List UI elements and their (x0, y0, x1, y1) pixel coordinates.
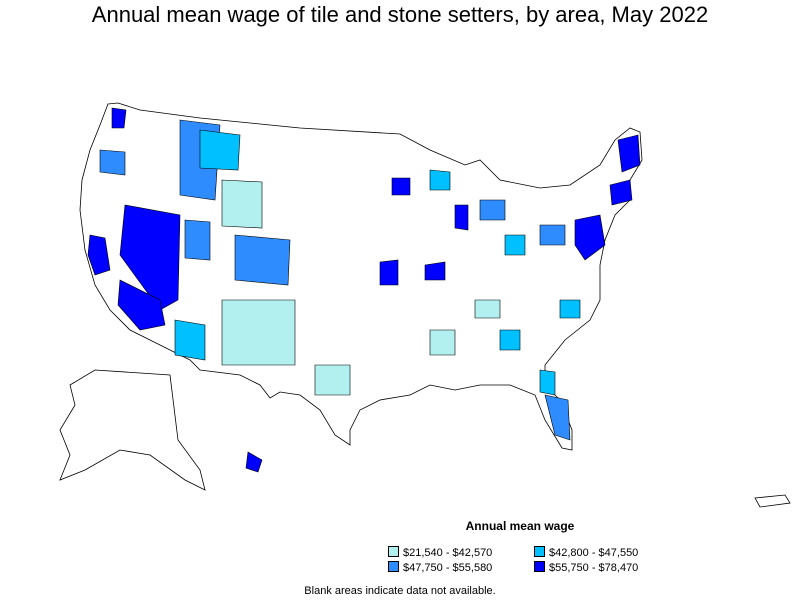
area-georgia (499, 329, 521, 351)
area-oregon-west (99, 149, 126, 176)
area-wisconsin (429, 169, 451, 191)
area-nevada (119, 204, 181, 311)
area-florida-gulf (544, 394, 571, 441)
area-pennsylvania (539, 224, 566, 246)
legend-item-2: $42,800 - $47,550 (534, 546, 638, 559)
area-seattle (111, 107, 127, 129)
legend-swatch-4 (534, 561, 545, 572)
area-michigan (479, 199, 506, 221)
area-northeast-corridor (574, 214, 606, 261)
legend-item-4: $55,750 - $78,470 (534, 561, 638, 574)
area-boston (609, 179, 633, 206)
us-mainland-outline (79, 102, 643, 451)
alaska-outline (59, 369, 206, 491)
legend-item-1: $21,540 - $42,570 (388, 546, 492, 559)
puerto-rico (754, 494, 791, 508)
legend-swatch-2 (534, 546, 545, 557)
legend-item-3: $47,750 - $55,580 (388, 561, 492, 574)
area-utah (184, 219, 211, 261)
area-hawaii (245, 451, 263, 473)
area-southern-california (117, 279, 166, 331)
area-carolina (559, 299, 581, 319)
area-maine (617, 134, 641, 173)
map-title: Annual mean wage of tile and stone sette… (91, 2, 709, 27)
contiguous-us (79, 102, 643, 451)
area-west-texas (314, 364, 351, 396)
area-arkansas (429, 329, 456, 356)
area-colorado (234, 234, 291, 286)
legend-swatch-3 (388, 561, 399, 572)
footnote: Blank areas indicate data not available. (304, 585, 496, 597)
area-minneapolis (391, 177, 411, 196)
area-chicago (454, 204, 469, 231)
area-california-bay (87, 234, 111, 276)
area-ohio (504, 234, 526, 256)
legend-title: Annual mean wage (465, 519, 575, 533)
area-st-louis (424, 261, 446, 281)
area-wyoming (221, 179, 263, 229)
puerto-rico-outline (754, 494, 791, 508)
alaska (59, 369, 206, 491)
area-arizona (174, 319, 206, 361)
area-new-mexico (221, 299, 296, 366)
area-florida-east (539, 369, 556, 396)
area-kansas-city (379, 259, 399, 286)
area-kentucky (474, 299, 501, 319)
area-montana-west (199, 129, 241, 171)
wage-areas (87, 107, 641, 473)
legend-swatch-1 (388, 546, 399, 557)
